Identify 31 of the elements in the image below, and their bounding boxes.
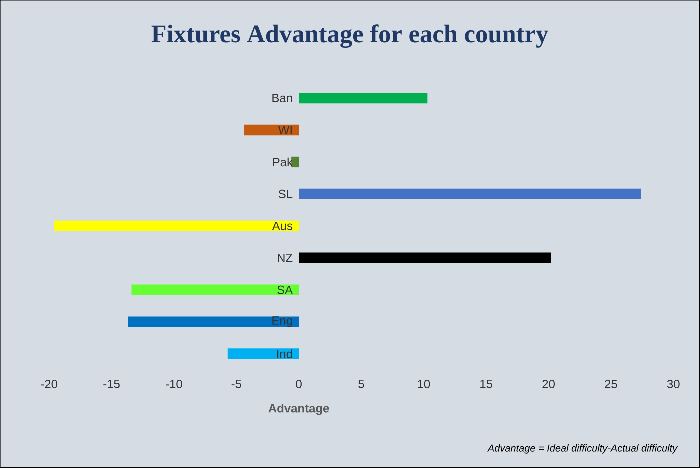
- bar: [54, 220, 300, 232]
- x-tick-label: -15: [104, 380, 120, 388]
- bar: [128, 316, 300, 328]
- bar: [299, 92, 428, 104]
- bar: [299, 252, 552, 264]
- bar: [299, 188, 642, 200]
- x-tick-label: 5: [358, 380, 364, 388]
- y-tick-label: Ind: [277, 349, 292, 358]
- x-tick-label: -5: [232, 380, 242, 388]
- x-tick-label: 0: [296, 380, 302, 388]
- x-tick-label: -10: [166, 380, 182, 388]
- bar: [292, 156, 300, 168]
- x-tick-label: 30: [667, 380, 680, 388]
- chart-title: Fixtures Advantage for each country: [152, 24, 548, 48]
- y-tick-label: SA: [278, 286, 294, 294]
- y-tick-label: SL: [278, 190, 293, 198]
- x-tick-label: 10: [418, 380, 430, 388]
- x-tick-label: 25: [605, 380, 618, 388]
- y-tick-label: Aus: [272, 222, 293, 230]
- text: Advantage = Ideal difficulty-Actual difficulty: [487, 444, 678, 454]
- bar: [228, 348, 300, 360]
- y-tick-label: Ban: [272, 94, 292, 102]
- y-tick-label: WI: [278, 126, 292, 134]
- x-axis-title: Advantage: [268, 404, 330, 416]
- y-tick-label: NZ: [278, 254, 293, 262]
- x-tick-label: -20: [41, 380, 58, 388]
- bar: [132, 284, 300, 296]
- x-tick-label: 20: [542, 380, 555, 388]
- bar: [244, 124, 300, 136]
- y-tick-label: Eng: [272, 316, 292, 328]
- x-tick-label: 15: [480, 380, 493, 388]
